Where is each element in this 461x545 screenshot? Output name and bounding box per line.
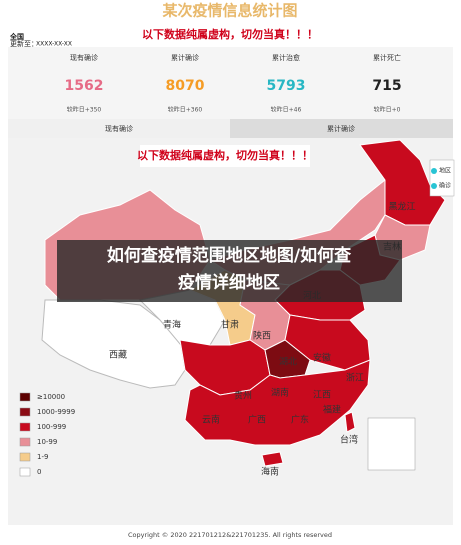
stats-panel [8, 47, 453, 119]
legend-label: 1000-9999 [37, 408, 75, 416]
map-notice: 以下数据纯属虚构，切勿当真！！！ [137, 148, 313, 162]
title: 某次疫情信息统计图 [162, 2, 297, 20]
stat-value: 5793 [267, 78, 306, 94]
legend-dot [431, 168, 437, 174]
series-legend-label[interactable]: 地区 [439, 167, 451, 175]
tab-label[interactable]: 累计确诊 [327, 124, 355, 133]
stat-value: 715 [372, 78, 401, 94]
legend-swatch [19, 467, 31, 477]
overlay-banner [57, 240, 402, 302]
tab[interactable] [230, 119, 453, 138]
series-legend-box [429, 159, 455, 197]
legend-swatch [19, 437, 31, 447]
province-label: 海南 [261, 466, 279, 478]
updated-label: 更新至： [10, 39, 38, 48]
region-shape[interactable] [359, 139, 446, 226]
region-shape[interactable] [344, 411, 356, 433]
province-label: 青海 [163, 319, 181, 331]
legend-swatch [19, 422, 31, 432]
region-shape[interactable] [41, 299, 186, 389]
province-label: 福建 [323, 404, 341, 416]
legend-label: 1-9 [37, 453, 48, 461]
overlay-title: 疫情详细地区 [178, 272, 280, 293]
province-label: 黑龙江 [388, 201, 415, 213]
region-shape[interactable] [184, 359, 371, 446]
legend-label: 10-99 [37, 438, 57, 446]
stat-change: 较昨日+360 [168, 106, 203, 114]
region: 全国 [9, 32, 24, 41]
tab-label[interactable]: 现有确诊 [105, 124, 133, 133]
region-shape[interactable] [261, 451, 284, 467]
series-legend-label[interactable]: 确诊 [439, 182, 451, 190]
province-label: 西藏 [109, 349, 127, 361]
overlay-title: 如何查疫情范围地区地图/如何查 [107, 245, 352, 266]
stat-change: 较昨日+0 [374, 106, 401, 114]
notice-box [140, 145, 310, 167]
stat-change: 较昨日+350 [67, 106, 102, 114]
legend-label: 100-999 [37, 423, 66, 431]
footer: Copyright © 2020 221701212&221701235. Al… [128, 531, 332, 539]
stat-label: 累计死亡 [373, 53, 401, 62]
tab[interactable] [8, 119, 230, 138]
province-label: 云南 [202, 414, 220, 426]
updated-value: XXXX-XX-XX [36, 41, 72, 48]
province-label: 陕西 [253, 330, 271, 342]
stat-label: 累计治愈 [272, 53, 300, 62]
stat-value: 1562 [65, 78, 104, 94]
legend-dot [431, 183, 437, 189]
legend-swatch [19, 392, 31, 402]
stat-label: 现有确诊 [70, 53, 98, 62]
legend-swatch [19, 407, 31, 417]
province-label: 江西 [313, 390, 331, 401]
legend-label: ≥10000 [37, 393, 65, 401]
stat-change: 较昨日+46 [271, 106, 302, 114]
legend-swatch [19, 452, 31, 462]
inset-box [367, 417, 416, 471]
province-label: 贵州 [234, 390, 252, 402]
province-label: 广西 [248, 414, 266, 426]
stat-label: 累计确诊 [171, 53, 199, 62]
stat-value: 8070 [166, 78, 205, 94]
province-label: 广东 [291, 414, 309, 426]
province-label: 湖南 [271, 387, 289, 399]
legend-label: 0 [37, 468, 41, 476]
province-label: 甘肃 [221, 319, 239, 331]
province-label: 安徽 [313, 352, 331, 364]
province-label: 浙江 [346, 372, 364, 384]
province-label: 湖北 [279, 357, 297, 368]
notice: 以下数据纯属虚构，切勿当真！！！ [142, 27, 318, 41]
province-label: 台湾 [340, 434, 358, 446]
